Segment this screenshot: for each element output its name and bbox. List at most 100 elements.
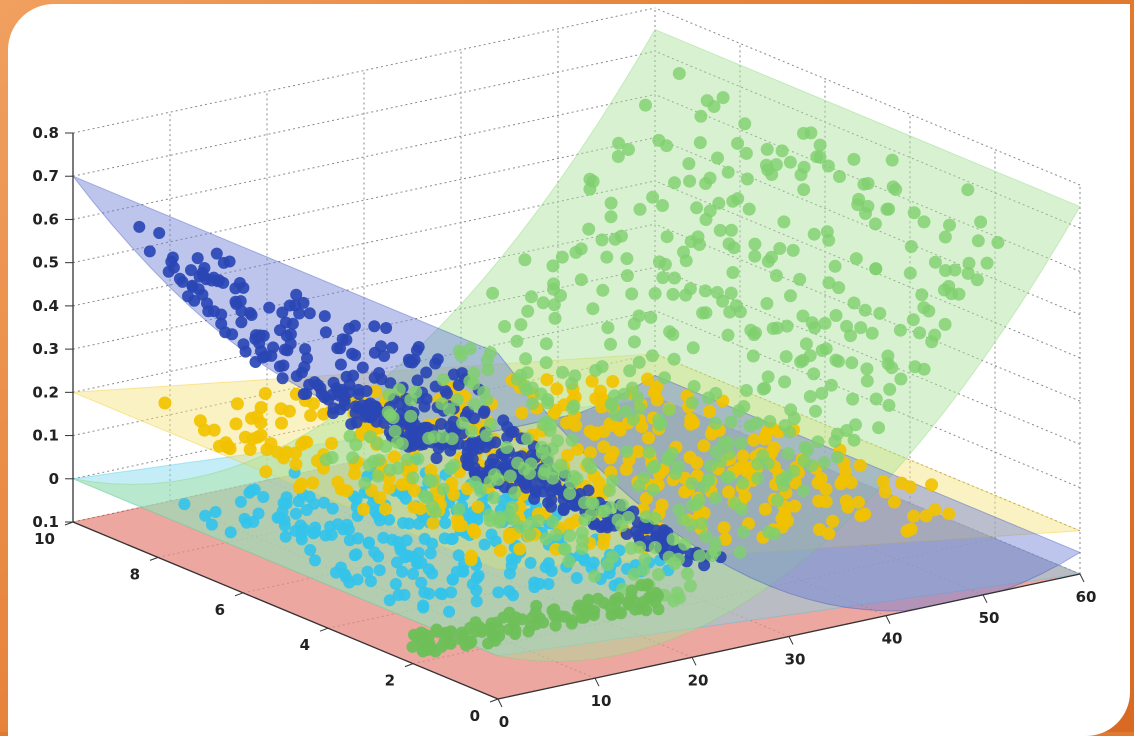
data-point: [406, 471, 420, 485]
data-point: [796, 484, 810, 498]
data-point: [655, 498, 669, 512]
data-point: [640, 579, 653, 592]
data-point: [579, 608, 592, 621]
data-point: [887, 495, 901, 509]
data-point: [759, 158, 773, 172]
data-point: [759, 427, 773, 441]
data-point: [331, 475, 345, 489]
data-point: [775, 473, 789, 487]
data-point: [368, 546, 381, 559]
x-tick-mark: [594, 677, 600, 687]
data-point: [276, 372, 289, 385]
data-point: [434, 587, 447, 600]
data-point: [480, 429, 493, 442]
data-point: [882, 398, 896, 412]
data-point: [612, 591, 625, 604]
data-point: [368, 320, 381, 333]
data-point: [980, 256, 994, 270]
data-point: [289, 457, 303, 471]
data-point: [380, 322, 393, 334]
data-point: [249, 356, 262, 368]
data-point: [505, 500, 519, 514]
data-point: [185, 264, 197, 277]
data-point: [961, 183, 975, 197]
data-point: [584, 508, 598, 522]
data-point: [615, 498, 629, 512]
data-point: [396, 488, 409, 501]
data-point: [770, 321, 784, 335]
data-point: [198, 423, 211, 437]
data-point: [270, 445, 284, 459]
data-point: [658, 371, 671, 385]
data-point: [509, 611, 522, 624]
data-point: [334, 358, 347, 371]
data-point: [622, 143, 635, 156]
data-point: [826, 514, 840, 528]
data-point: [849, 252, 863, 266]
data-point: [398, 588, 411, 601]
data-point: [658, 257, 672, 271]
data-point: [869, 392, 883, 406]
data-point: [400, 534, 413, 547]
data-point: [375, 340, 387, 353]
data-point: [422, 431, 436, 445]
data-point: [318, 496, 330, 509]
data-point: [608, 408, 622, 422]
data-point: [325, 436, 339, 450]
data-point: [733, 305, 747, 319]
data-point: [778, 375, 792, 389]
data-point: [668, 271, 681, 285]
data-point: [612, 136, 626, 150]
data-point: [277, 359, 290, 372]
data-point: [666, 532, 680, 546]
data-point: [583, 424, 597, 438]
data-point: [520, 432, 534, 446]
data-point: [346, 347, 359, 360]
data-point: [685, 476, 699, 490]
data-point: [697, 439, 711, 453]
grid-line: [654, 50, 1081, 229]
data-point: [716, 91, 730, 105]
surfaces: [71, 28, 1082, 700]
data-point: [640, 604, 653, 617]
data-point: [760, 297, 774, 310]
x-tick-mark: [691, 657, 697, 666]
data-point: [642, 445, 656, 459]
data-point: [176, 275, 189, 288]
data-point: [885, 361, 899, 375]
data-point: [510, 372, 524, 386]
data-point: [666, 328, 680, 341]
data-point: [605, 550, 619, 564]
data-point: [133, 220, 146, 233]
data-point: [763, 415, 777, 428]
data-point: [847, 433, 861, 447]
data-point: [765, 250, 778, 264]
data-point: [852, 495, 865, 509]
surface-plot-3d: 0 10 20 30 40 50 60 0 2 4 6 8 10 0.8 0.7 0.6 0.5 0.4 0.3 0.…: [32, 7, 1096, 731]
data-point: [582, 484, 595, 497]
data-point: [722, 447, 736, 461]
data-point: [539, 532, 553, 546]
data-point: [299, 343, 312, 356]
data-point: [786, 243, 800, 257]
data-point: [895, 476, 909, 490]
data-point: [769, 158, 783, 172]
data-point: [724, 415, 738, 429]
data-point: [581, 456, 595, 470]
data-point: [821, 159, 835, 173]
data-point: [601, 521, 614, 534]
data-point: [224, 526, 237, 539]
data-point: [678, 537, 692, 551]
data-point: [349, 407, 362, 420]
data-point: [346, 451, 360, 465]
data-point: [455, 519, 469, 533]
data-point: [942, 507, 956, 521]
data-point: [226, 328, 239, 341]
data-point: [928, 503, 942, 517]
data-point: [690, 498, 704, 511]
data-point: [748, 249, 762, 263]
data-point: [583, 446, 597, 460]
data-point: [683, 174, 697, 188]
data-point: [597, 440, 611, 454]
data-point: [408, 437, 421, 450]
